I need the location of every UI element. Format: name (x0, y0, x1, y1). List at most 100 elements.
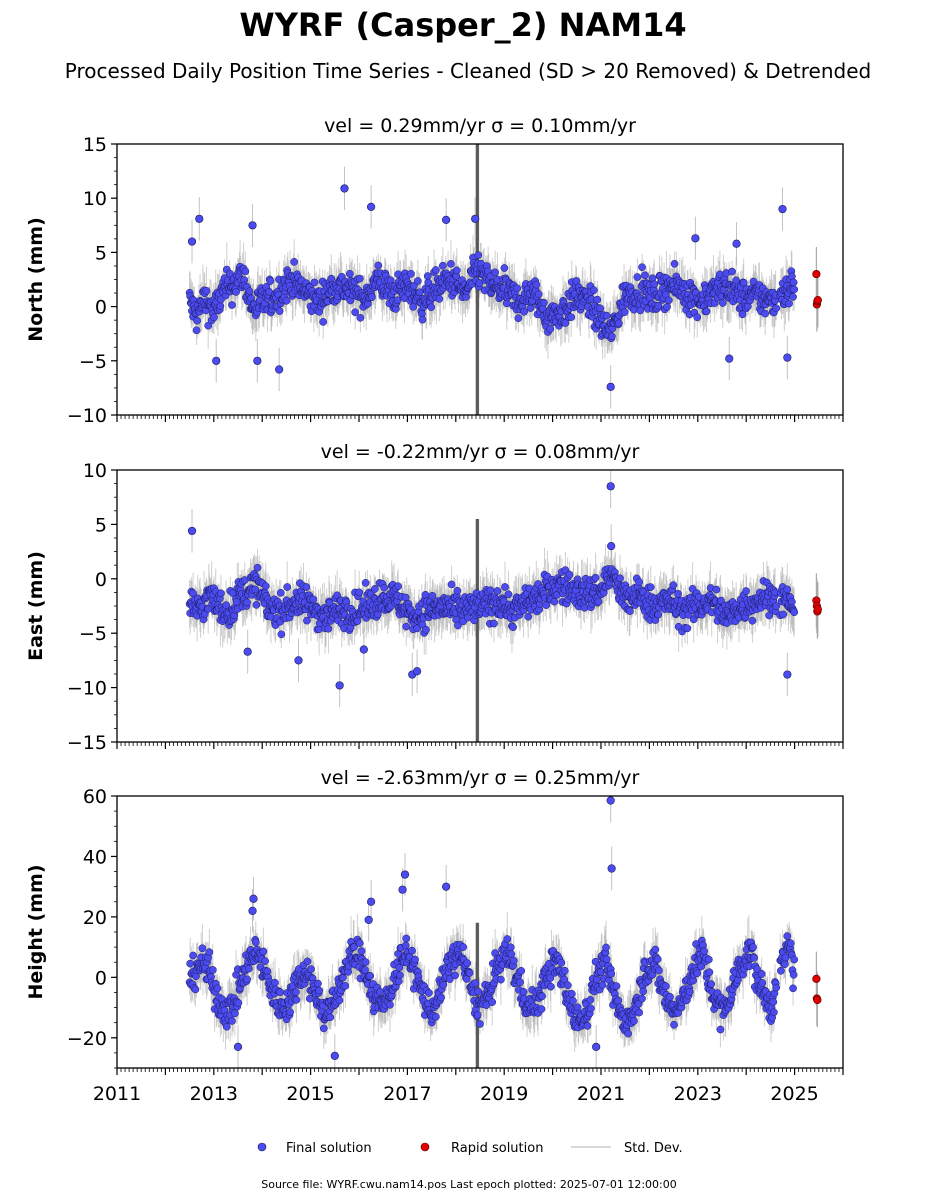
data-point-final (580, 603, 589, 612)
y-axis-label: North (mm) (25, 217, 47, 342)
data-point-final (310, 278, 319, 287)
data-points (185, 184, 822, 391)
data-point-final (520, 307, 528, 316)
data-point-final (210, 313, 218, 322)
data-point-final (276, 588, 285, 597)
data-point-final (275, 307, 284, 315)
data-point-final (540, 298, 548, 307)
data-point-final (674, 590, 682, 598)
data-point-outlier (212, 356, 221, 365)
data-point-final (532, 280, 541, 289)
data-point-final (435, 295, 444, 303)
data-point-final (324, 624, 333, 633)
data-point-final (788, 597, 796, 606)
panel-title: vel = -2.63mm/yr σ = 0.25mm/yr (321, 767, 640, 789)
data-point-final (490, 619, 498, 628)
data-point-final (683, 624, 692, 633)
data-point-final (761, 309, 770, 318)
data-point-outlier (248, 221, 257, 230)
data-point-final (550, 597, 559, 606)
data-point-outlier (187, 237, 197, 246)
data-point-final (290, 258, 298, 266)
data-point-final (253, 563, 262, 572)
data-point-rapid (812, 269, 821, 279)
y-tick-label: 10 (83, 188, 107, 210)
data-point-final (423, 272, 432, 280)
data-point-final (217, 589, 225, 598)
data-point-final (413, 624, 422, 633)
data-point-final (567, 313, 576, 321)
data-point-final (789, 278, 798, 287)
data-point-final (602, 311, 611, 320)
data-point-final (785, 299, 793, 308)
data-point-final (493, 587, 502, 595)
data-point-final (303, 616, 311, 625)
panel-title: vel = -0.22mm/yr σ = 0.08mm/yr (321, 441, 640, 463)
data-point-final (241, 267, 250, 276)
data-point-final (374, 261, 383, 270)
data-point-final (401, 593, 410, 602)
data-point-final (432, 266, 440, 274)
chart-panels: vel = 0.29mm/yr σ = 0.10mm/yr North (mm) −… (25, 115, 844, 1105)
data-point-final (646, 583, 655, 591)
data-point-final (394, 582, 402, 591)
data-point-final (447, 260, 455, 268)
data-point-outlier (607, 542, 616, 551)
data-point-final (427, 303, 436, 312)
data-point-final (355, 274, 364, 283)
data-point-outlier (606, 382, 615, 391)
data-point-final (663, 303, 671, 311)
data-point-outlier (335, 681, 344, 690)
data-point-final (252, 601, 261, 609)
data-point-outlier (778, 204, 787, 214)
data-point-final (594, 597, 603, 606)
data-point-final (669, 581, 678, 589)
data-point-final (232, 597, 241, 606)
data-point-final (346, 269, 354, 278)
data-point-final (561, 319, 570, 327)
data-point-outlier (442, 215, 451, 224)
data-point-final (654, 610, 663, 619)
data-point-final (192, 326, 201, 335)
data-point-final (283, 583, 292, 591)
data-point-final (636, 306, 645, 315)
data-point-final (742, 587, 750, 595)
data-point-final (216, 302, 225, 310)
data-point-final (438, 261, 447, 270)
data-point-final (428, 591, 437, 600)
data-point-final (202, 286, 211, 295)
data-point-final (790, 285, 799, 294)
y-tick-label: −10 (67, 678, 107, 700)
data-point-final (650, 280, 659, 288)
y-tick-label: −10 (67, 405, 107, 427)
data-point-outlier (275, 365, 284, 374)
data-point-final (415, 288, 424, 297)
data-point-final (232, 288, 240, 296)
data-point-outlier (367, 202, 376, 211)
data-point-outlier (253, 356, 262, 365)
data-point-final (728, 267, 736, 276)
data-point-final (277, 630, 286, 639)
data-point-outlier (359, 645, 368, 654)
data-point-final (501, 583, 509, 591)
error-bars (189, 796, 818, 1068)
data-point-final (593, 295, 602, 304)
data-point-final (772, 602, 781, 611)
data-point-final (454, 621, 462, 630)
y-tick-label: −15 (67, 732, 107, 754)
data-point-final (633, 273, 642, 281)
data-point-final (193, 316, 202, 325)
data-point-final (228, 589, 237, 597)
data-point-final (702, 307, 711, 316)
data-point-final (765, 611, 774, 620)
data-point-final (513, 284, 522, 293)
data-point-outlier (725, 354, 734, 363)
y-tick-label: 5 (95, 514, 107, 536)
data-point-final (228, 301, 236, 309)
data-point-outlier (294, 656, 303, 665)
data-point-final (779, 610, 788, 619)
data-point-final (509, 623, 517, 632)
data-point-final (243, 598, 251, 607)
